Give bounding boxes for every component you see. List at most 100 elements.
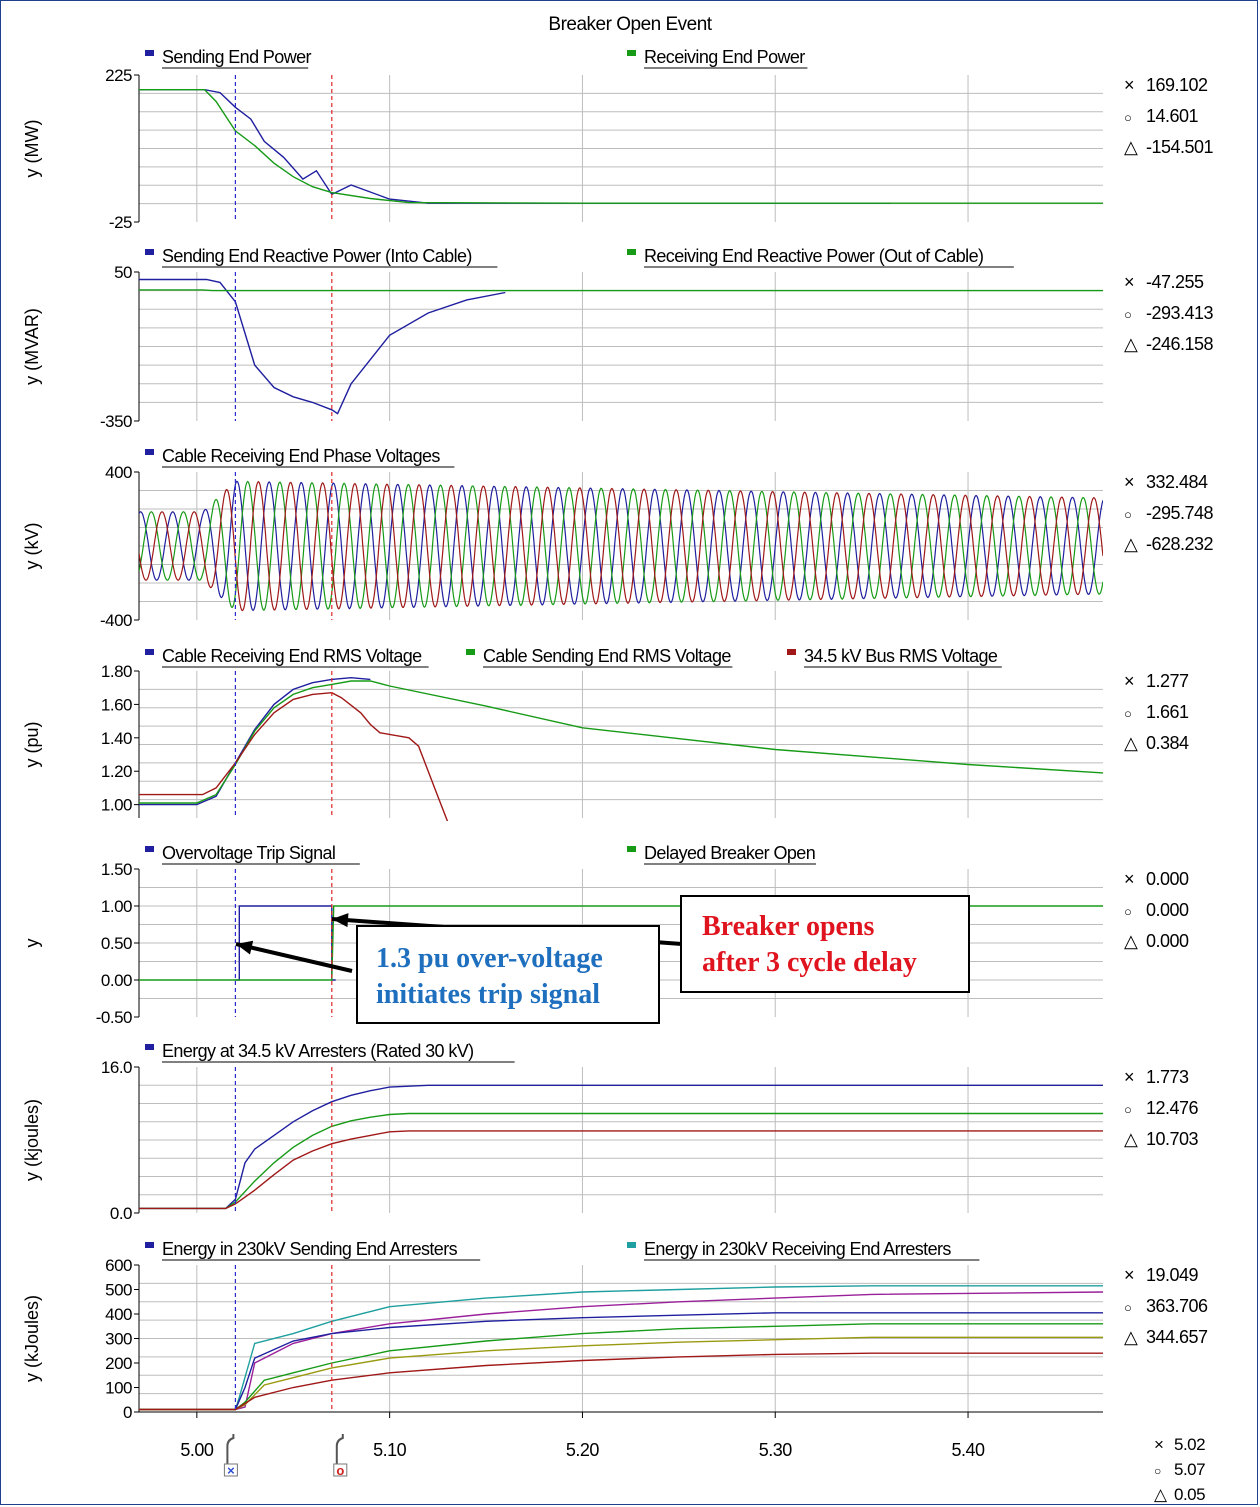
series-line-1 [139, 89, 891, 204]
readout-value: 0.384 [1146, 733, 1189, 753]
legend-entry: Receiving End Power [644, 47, 805, 67]
series-line-6 [139, 1352, 1103, 1411]
readout-value: 363.706 [1146, 1296, 1208, 1316]
y-tick-label: 1.40 [101, 729, 132, 748]
svg-text:×: × [227, 1463, 235, 1478]
x-tick-label: 5.00 [180, 1440, 214, 1460]
readout-value: -47.255 [1146, 272, 1204, 292]
cursor-readout-symbol: × [1154, 1435, 1164, 1454]
legend-swatch [787, 649, 796, 655]
readout-value: 14.601 [1146, 106, 1199, 126]
legend-entry: Cable Receiving End Phase Voltages [162, 446, 440, 466]
legend-swatch [145, 249, 154, 255]
y-axis-label: y [22, 939, 42, 948]
panel-1[interactable] [134, 50, 1103, 223]
y-tick-label: 16.0 [101, 1058, 132, 1077]
series-line-1 [139, 1084, 1103, 1210]
readout-symbol: ○ [1124, 1300, 1132, 1315]
y-axis-label: y (MW) [22, 120, 42, 178]
legend-entry: Delayed Breaker Open [644, 843, 815, 863]
y-tick-label: 100 [105, 1379, 132, 1398]
legend-swatch [145, 649, 154, 655]
y-tick-label: 0 [123, 1403, 132, 1422]
y-tick-label: 200 [105, 1354, 132, 1373]
phase-voltage-3 [139, 480, 1103, 612]
legend-swatch [627, 50, 636, 56]
readout-value: 1.773 [1146, 1067, 1189, 1087]
readout-symbol: △ [1124, 733, 1138, 753]
readout-symbol: ○ [1124, 507, 1132, 522]
legend-swatch [145, 1044, 154, 1050]
trip-callout-line-1: 1.3 pu over-voltage [376, 943, 603, 974]
series-line-1 [139, 676, 371, 806]
readout-value: -295.748 [1146, 503, 1214, 523]
breaker-callout-line-1: Breaker opens [702, 911, 875, 942]
y-tick-label: 1.80 [101, 662, 132, 681]
series-line-1 [139, 278, 506, 415]
legend-entry: Energy in 230kV Receiving End Arresters [644, 1239, 951, 1259]
y-tick-label: 0.0 [110, 1204, 132, 1223]
readout-symbol: △ [1124, 534, 1138, 554]
cursor-readout-value: 5.02 [1174, 1435, 1205, 1454]
readout-value: -628.232 [1146, 534, 1214, 554]
readout-value: 19.049 [1146, 1265, 1199, 1285]
readout-symbol: × [1124, 1067, 1135, 1087]
readout-value: -154.501 [1146, 137, 1214, 157]
y-tick-label: 300 [105, 1330, 132, 1349]
y-tick-label: 1.00 [101, 897, 132, 916]
y-tick-label: 0.00 [101, 971, 132, 990]
series-line-2 [139, 89, 1103, 204]
legend-entry: Energy in 230kV Sending End Arresters [162, 1239, 458, 1259]
legend-entry: Sending End Reactive Power (Into Cable) [162, 246, 472, 266]
legend-swatch [145, 846, 154, 852]
series-line-2 [139, 1291, 1103, 1411]
y-tick-label: 1.00 [101, 796, 132, 815]
svg-text:o: o [336, 1463, 344, 1478]
cursor-readout-symbol: △ [1154, 1485, 1168, 1504]
series-group [139, 89, 1103, 204]
series-line-3 [139, 691, 449, 821]
y-axis-label: y (MVAR) [22, 308, 42, 385]
legend-entry: 34.5 kV Bus RMS Voltage [804, 646, 998, 666]
readout-symbol: △ [1124, 1129, 1138, 1149]
panel-4[interactable] [134, 649, 1103, 821]
panel-6[interactable] [134, 1044, 1103, 1214]
cursor-readout-symbol: ○ [1154, 1464, 1161, 1478]
readout-symbol: ○ [1124, 904, 1132, 919]
legend-entry: Cable Receiving End RMS Voltage [162, 646, 422, 666]
legend-swatch [627, 249, 636, 255]
y-tick-label: 600 [105, 1256, 132, 1275]
legend-swatch [145, 1242, 154, 1248]
readout-symbol: × [1124, 671, 1135, 691]
legend-entry: Cable Sending End RMS Voltage [483, 646, 731, 666]
readout-value: 0.000 [1146, 900, 1189, 920]
cursor-o-icon[interactable]: o [333, 1434, 348, 1478]
y-tick-label: -400 [100, 611, 132, 630]
legend-swatch [145, 50, 154, 56]
readout-value: 344.657 [1146, 1327, 1208, 1347]
series-group [139, 1285, 1103, 1411]
legend-swatch [466, 649, 475, 655]
panel-7[interactable] [134, 1242, 1103, 1413]
legend-swatch [627, 1242, 636, 1248]
panel-3[interactable] [134, 449, 1103, 621]
y-tick-label: 50 [114, 263, 132, 282]
y-tick-label: 225 [105, 66, 132, 85]
legend-entry: Energy at 34.5 kV Arresters (Rated 30 kV… [162, 1041, 474, 1061]
series-line-1 [139, 1285, 1103, 1411]
y-tick-label: 400 [105, 1305, 132, 1324]
x-tick-label: 5.10 [373, 1440, 407, 1460]
readout-symbol: × [1124, 869, 1135, 889]
legend-entry: Receiving End Reactive Power (Out of Cab… [644, 246, 983, 266]
x-tick-label: 5.20 [566, 1440, 600, 1460]
y-tick-label: 500 [105, 1281, 132, 1300]
panel-2[interactable] [134, 249, 1103, 422]
y-tick-label: 1.50 [101, 860, 132, 879]
cursor-x-icon[interactable]: × [223, 1434, 238, 1478]
readout-symbol: △ [1124, 931, 1138, 951]
legend-entry: Sending End Power [162, 47, 312, 67]
series-line-3 [139, 1312, 1103, 1411]
y-axis-label: y (kV) [22, 523, 42, 570]
